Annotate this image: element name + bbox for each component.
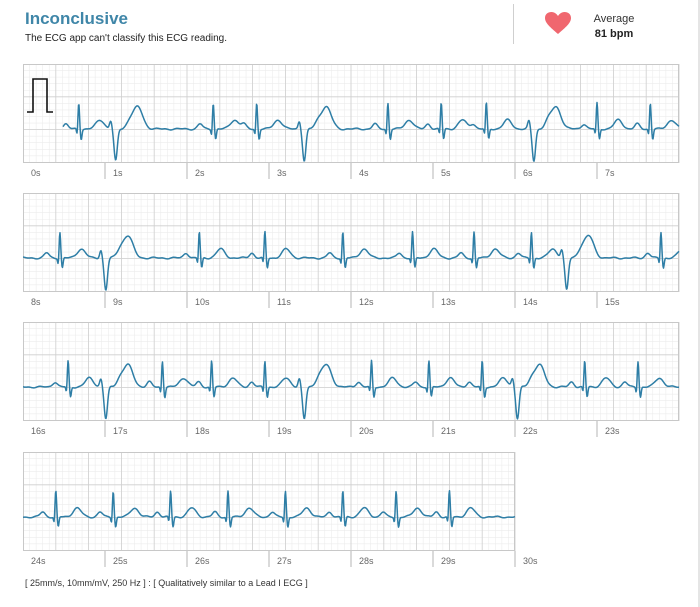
major-grid [23, 452, 516, 551]
time-tick-label: 14s [523, 297, 538, 307]
time-tick-label: 2s [195, 168, 205, 178]
time-tick-label: 19s [277, 426, 292, 436]
classification-title: Inconclusive [25, 9, 128, 28]
grid-border [23, 64, 679, 163]
grid-border [23, 452, 515, 551]
time-tick-label: 15s [605, 297, 620, 307]
minor-grid [23, 452, 516, 551]
time-tick-label: 7s [605, 168, 615, 178]
time-tick-label: 6s [523, 168, 533, 178]
time-tick-label: 5s [441, 168, 451, 178]
time-tick-label: 30s [523, 556, 538, 566]
time-tick-label: 10s [195, 297, 210, 307]
reading-header: Inconclusive The ECG app can't classify … [0, 0, 700, 52]
time-tick-label: 16s [31, 426, 46, 436]
grid-border [23, 322, 679, 421]
time-tick-label: 3s [277, 168, 287, 178]
time-tick-label: 4s [359, 168, 369, 178]
time-tick-label: 26s [195, 556, 210, 566]
time-tick-label: 13s [441, 297, 456, 307]
ecg-strip-2: 8s 9s 10s 11s 12s 13s 14s 15s [23, 193, 682, 310]
time-tick-label: 11s [277, 297, 291, 307]
time-tick-label: 8s [31, 297, 41, 307]
classification-subtitle: The ECG app can't classify this ECG read… [25, 33, 227, 44]
time-tick-label: 23s [605, 426, 620, 436]
page-edge [698, 0, 700, 607]
time-tick-label: 27s [277, 556, 292, 566]
time-tick-label: 12s [359, 297, 374, 307]
major-grid [23, 322, 680, 421]
ecg-trace [62, 101, 680, 162]
grid-border [23, 193, 679, 292]
recording-settings-note: [ 25mm/s, 10mm/mV, 250 Hz ] : [ Qualitat… [25, 578, 308, 588]
time-tick-label: 9s [113, 297, 123, 307]
time-tick-label: 0s [31, 168, 41, 178]
ecg-strip-1: 0s 1s 2s 3s 4s 5s 6s 7s [23, 64, 682, 181]
time-tick-label: 25s [113, 556, 128, 566]
time-tick-label: 24s [31, 556, 46, 566]
ecg-trace [23, 230, 680, 291]
ecg-trace [23, 489, 516, 528]
header-divider [513, 4, 514, 44]
ecg-strip-4: 24s 25s 26s 27s 28s 29s 30s [23, 452, 555, 569]
time-tick-label: 29s [441, 556, 456, 566]
heart-icon [545, 12, 571, 34]
major-grid [23, 64, 680, 163]
time-tick-label: 18s [195, 426, 210, 436]
time-tick-label: 1s [113, 168, 123, 178]
calibration-pulse [27, 78, 53, 113]
time-tick-label: 22s [523, 426, 538, 436]
ecg-trace [23, 359, 680, 420]
average-heart-rate: 81 bpm [594, 28, 634, 40]
time-tick-label: 17s [113, 426, 128, 436]
ecg-strip-3: 16s 17s 18s 19s 20s 21s 22s 23s [23, 322, 682, 439]
time-tick-label: 28s [359, 556, 374, 566]
time-tick-label: 21s [441, 426, 456, 436]
average-label: Average [593, 13, 635, 25]
time-tick-label: 20s [359, 426, 374, 436]
